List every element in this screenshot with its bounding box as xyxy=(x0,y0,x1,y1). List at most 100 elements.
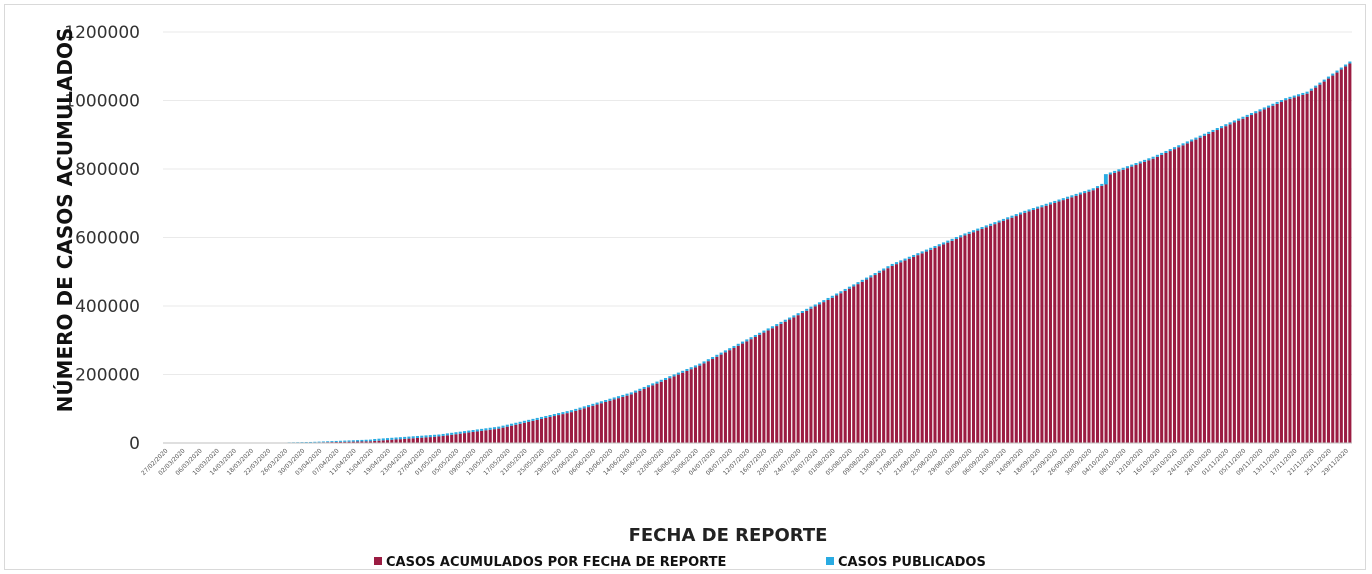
bar-publicados xyxy=(313,442,316,443)
bar-acumulados xyxy=(1323,82,1326,443)
bar-publicados xyxy=(647,385,650,387)
legend-label-publicados: CASOS PUBLICADOS xyxy=(838,555,986,570)
bar-publicados xyxy=(792,315,795,317)
bar-publicados xyxy=(677,373,680,375)
bar-publicados xyxy=(707,359,710,361)
bar-acumulados xyxy=(1301,95,1304,443)
bar-acumulados xyxy=(698,366,701,443)
bar-publicados xyxy=(561,412,564,414)
bar-publicados xyxy=(574,409,577,411)
bar-acumulados xyxy=(1194,140,1197,443)
bar-publicados xyxy=(1348,62,1351,64)
bar-acumulados xyxy=(1250,115,1253,443)
bar-acumulados xyxy=(1211,132,1214,443)
bar-acumulados xyxy=(1062,200,1065,443)
bar-publicados xyxy=(570,410,573,412)
bar-acumulados xyxy=(993,224,996,443)
bar-publicados xyxy=(1216,128,1219,130)
bar-publicados xyxy=(365,440,368,442)
bar-publicados xyxy=(801,311,804,313)
bar-publicados xyxy=(591,404,594,406)
bar-acumulados xyxy=(497,429,500,443)
bar-publicados xyxy=(998,221,1001,223)
bar-acumulados xyxy=(1083,193,1086,443)
bar-acumulados xyxy=(604,402,607,443)
bar-publicados xyxy=(489,428,492,430)
bar-publicados xyxy=(626,394,629,396)
bar-acumulados xyxy=(429,437,432,443)
bar-publicados xyxy=(1271,104,1274,106)
bar-acumulados xyxy=(1220,128,1223,443)
bar-acumulados xyxy=(1002,221,1005,443)
bar-publicados xyxy=(643,387,646,389)
bar-acumulados xyxy=(809,309,812,443)
bar-acumulados xyxy=(933,248,936,443)
bar-publicados xyxy=(416,436,419,438)
bar-acumulados xyxy=(574,411,577,443)
bar-publicados xyxy=(348,440,351,441)
bar-publicados xyxy=(1164,151,1167,153)
bar-publicados xyxy=(856,282,859,284)
bar-publicados xyxy=(433,435,436,437)
bar-publicados xyxy=(1203,134,1206,136)
bar-acumulados xyxy=(493,429,496,443)
bar-acumulados xyxy=(549,417,552,443)
bar-publicados xyxy=(912,255,915,257)
bar-publicados xyxy=(1002,219,1005,221)
bar-acumulados xyxy=(1100,186,1103,443)
bar-acumulados xyxy=(566,413,569,443)
bar-publicados xyxy=(827,298,830,300)
bar-acumulados xyxy=(1147,160,1150,443)
bar-publicados xyxy=(407,437,410,439)
bar-acumulados xyxy=(848,289,851,443)
bar-publicados xyxy=(634,391,637,393)
bar-acumulados xyxy=(989,226,992,443)
bar-publicados xyxy=(399,437,402,439)
bar-publicados xyxy=(1045,204,1048,206)
bar-acumulados xyxy=(634,393,637,443)
bar-publicados xyxy=(886,266,889,268)
bar-acumulados xyxy=(1335,73,1338,443)
bar-acumulados xyxy=(792,317,795,443)
bar-acumulados xyxy=(925,252,928,443)
bar-publicados xyxy=(908,257,911,259)
bar-acumulados xyxy=(1152,159,1155,443)
bar-publicados xyxy=(1177,145,1180,147)
bar-publicados xyxy=(1156,155,1159,157)
bar-acumulados xyxy=(754,337,757,443)
bar-acumulados xyxy=(476,431,479,443)
bar-publicados xyxy=(1344,65,1347,67)
bar-publicados xyxy=(664,378,667,380)
bar-publicados xyxy=(869,275,872,277)
bar-acumulados xyxy=(596,405,599,443)
bar-acumulados xyxy=(587,407,590,443)
bar-acumulados xyxy=(531,421,534,443)
bar-acumulados xyxy=(1028,211,1031,443)
bar-publicados xyxy=(1288,97,1291,99)
bar-acumulados xyxy=(861,282,864,443)
bar-acumulados xyxy=(420,438,423,443)
bar-acumulados xyxy=(921,253,924,443)
bar-acumulados xyxy=(1019,214,1022,443)
bar-acumulados xyxy=(446,435,449,443)
bar-publicados xyxy=(1057,200,1060,202)
bar-acumulados xyxy=(561,414,564,443)
bar-publicados xyxy=(1254,111,1257,113)
bar-publicados xyxy=(1087,190,1090,192)
bar-acumulados xyxy=(839,293,842,443)
bar-publicados xyxy=(318,442,321,443)
bar-publicados xyxy=(1182,143,1185,145)
bar-acumulados xyxy=(519,424,522,443)
bar-publicados xyxy=(326,441,329,442)
bar-publicados xyxy=(446,433,449,435)
bar-acumulados xyxy=(972,232,975,443)
bar-publicados xyxy=(951,239,954,241)
bar-acumulados xyxy=(865,280,868,443)
bar-acumulados xyxy=(844,291,847,443)
bar-publicados xyxy=(660,380,663,382)
legend-swatch-publicados xyxy=(826,557,834,565)
bar-acumulados xyxy=(501,428,504,443)
bar-acumulados xyxy=(737,346,740,443)
bar-acumulados xyxy=(1075,196,1078,443)
bar-acumulados xyxy=(771,328,774,443)
